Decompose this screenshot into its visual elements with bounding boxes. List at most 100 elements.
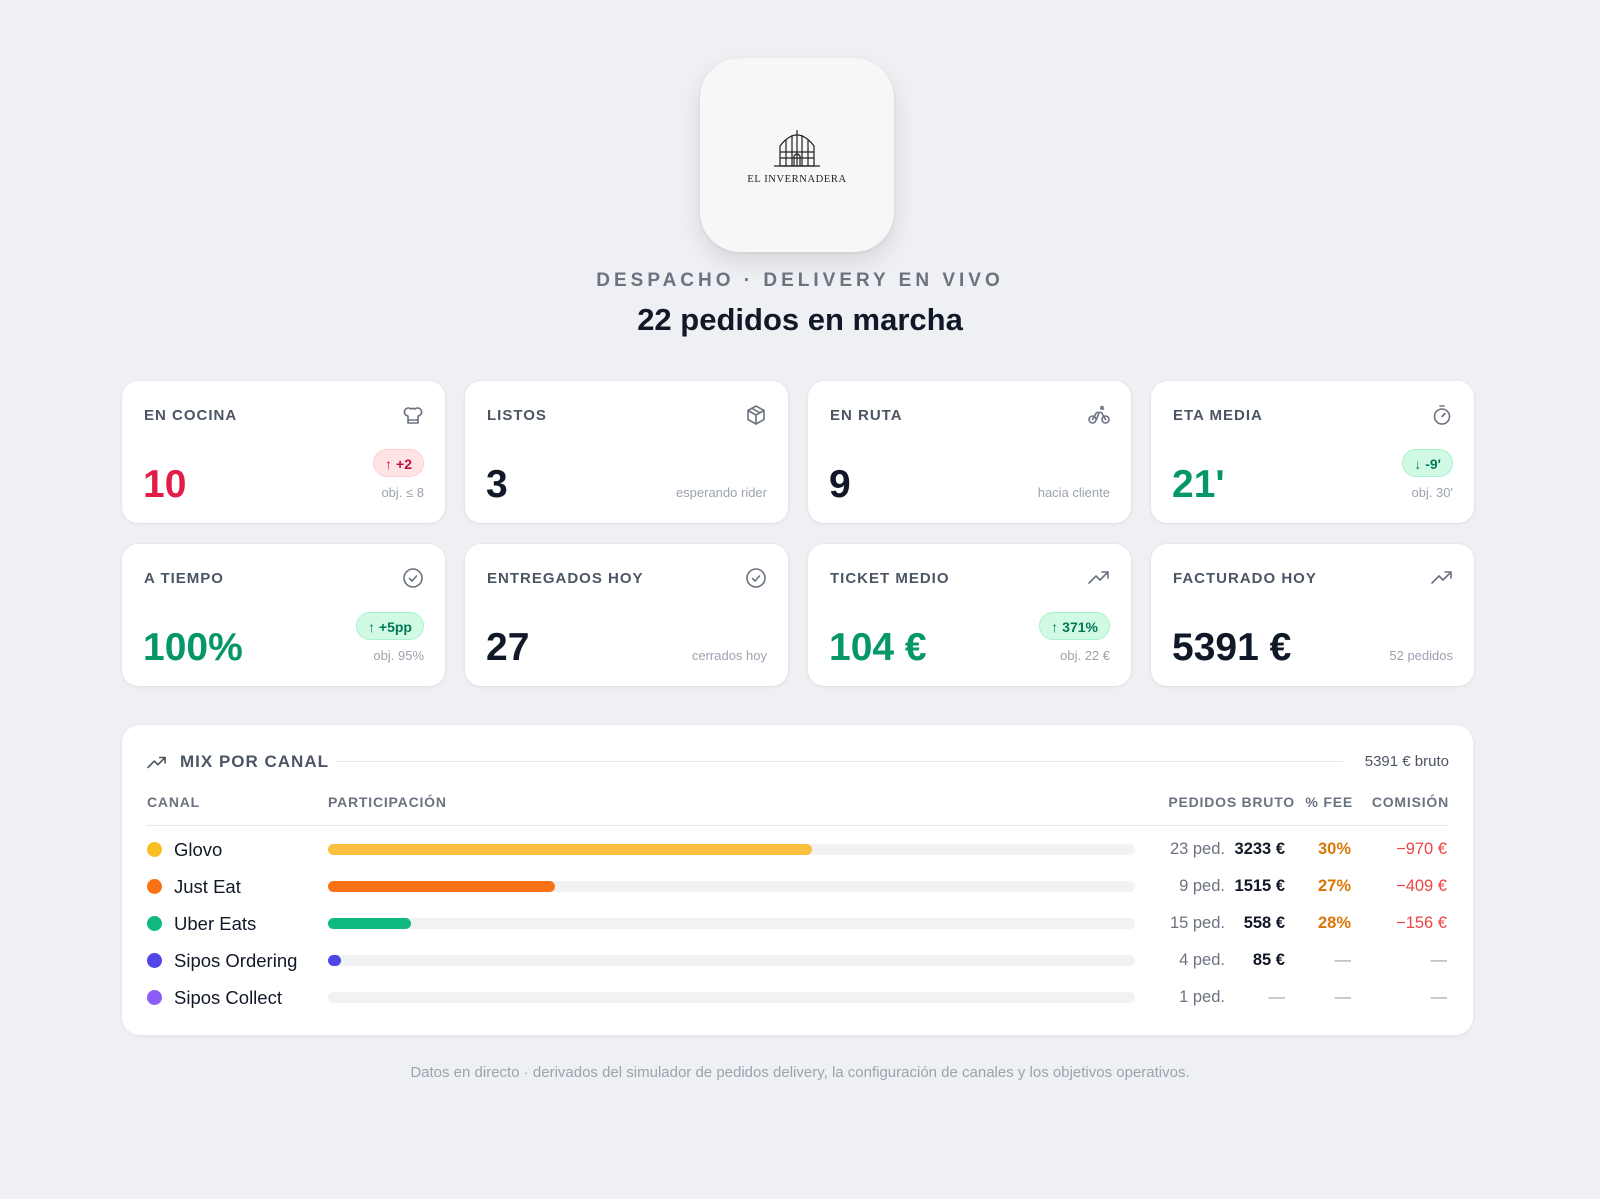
- kpi-label: LISTOS: [487, 407, 547, 424]
- share-bar-track: [328, 955, 1135, 966]
- kpi-label: EN COCINA: [144, 407, 238, 424]
- trending-up-icon: [1088, 571, 1109, 584]
- fee-percent: —: [1334, 951, 1352, 969]
- kpi-label: EN RUTA: [830, 407, 903, 424]
- commission-amount: —: [1430, 951, 1448, 969]
- check-circle-icon: [746, 568, 766, 588]
- channel-color-dot: [147, 990, 162, 1005]
- column-header-channel: CANAL: [147, 794, 200, 810]
- kpi-value: 5391 €: [1172, 626, 1292, 669]
- kpi-label: ENTREGADOS HOY: [487, 570, 644, 587]
- trend-badge: ↑ +2: [373, 449, 424, 477]
- kpi-value: 21': [1172, 463, 1225, 506]
- kpi-card-ticket-medio[interactable]: TICKET MEDIO ↑ 371% 104 € obj. 22 €: [808, 544, 1131, 686]
- table-row[interactable]: Just Eat 9 ped. 1515 € 27% −409 €: [122, 868, 1473, 905]
- gross-amount: 558 €: [1243, 914, 1285, 932]
- package-icon: [747, 405, 765, 425]
- kpi-label: ETA MEDIA: [1173, 407, 1263, 424]
- gross-amount: 3233 €: [1234, 840, 1285, 858]
- channel-color-dot: [147, 953, 162, 968]
- share-bar-track: [328, 844, 1135, 855]
- column-header-share: PARTICIPACIÓN: [328, 794, 447, 810]
- table-row[interactable]: Uber Eats 15 ped. 558 € 28% −156 €: [122, 905, 1473, 942]
- gross-amount: 1515 €: [1234, 877, 1285, 895]
- brand-name: EL INVERNADERA: [747, 173, 847, 185]
- kpi-value: 104 €: [829, 626, 927, 669]
- orders-count: 9 ped.: [1179, 877, 1225, 895]
- kpi-label: A TIEMPO: [144, 570, 224, 587]
- channel-name: Just Eat: [174, 876, 241, 897]
- column-header-orders: PEDIDOS: [1168, 794, 1237, 810]
- gross-amount: —: [1268, 988, 1286, 1006]
- greenhouse-logo-icon: [774, 129, 820, 167]
- share-bar-fill: [328, 955, 341, 966]
- check-circle-icon: [403, 568, 423, 588]
- orders-count: 4 ped.: [1179, 951, 1225, 969]
- commission-amount: −409 €: [1396, 877, 1447, 895]
- channel-name: Uber Eats: [174, 913, 257, 934]
- share-bar-track: [328, 918, 1135, 929]
- share-bar-fill: [328, 918, 412, 929]
- column-header-gross: BRUTO: [1241, 794, 1295, 810]
- channel-color-dot: [147, 879, 162, 894]
- trending-up-icon: [1431, 571, 1452, 584]
- channel-color-dot: [147, 916, 162, 931]
- kpi-card-entregados-hoy[interactable]: ENTREGADOS HOY 27 cerrados hoy: [465, 544, 788, 686]
- kpi-value: 10: [143, 463, 187, 506]
- column-header-fee: % FEE: [1305, 794, 1353, 810]
- trend-badge: ↑ 371%: [1039, 612, 1110, 640]
- share-bar-track: [328, 881, 1135, 892]
- trending-up-icon: [147, 756, 166, 769]
- kpi-card-listos[interactable]: LISTOS 3 esperando rider: [465, 381, 788, 523]
- kpi-note: obj. ≤ 8: [381, 485, 424, 500]
- chef-hat-icon: [403, 407, 423, 424]
- gross-total: 5391 € bruto: [1364, 753, 1449, 770]
- fee-percent: —: [1334, 988, 1352, 1006]
- orders-count: 23 ped.: [1169, 840, 1225, 858]
- kpi-note: obj. 95%: [373, 648, 424, 663]
- kpi-label: FACTURADO HOY: [1173, 570, 1317, 587]
- header-divider: [146, 825, 1449, 826]
- kpi-value: 27: [486, 626, 530, 669]
- kpi-note: obj. 22 €: [1060, 648, 1110, 663]
- kpi-card-a-tiempo[interactable]: A TIEMPO ↑ +5pp 100% obj. 95%: [122, 544, 445, 686]
- table-row[interactable]: Glovo 23 ped. 3233 € 30% −970 €: [122, 831, 1473, 868]
- page-kicker: DESPACHO · DELIVERY EN VIVO: [596, 270, 1004, 291]
- bike-icon: [1088, 405, 1110, 424]
- commission-amount: —: [1430, 988, 1448, 1006]
- gross-amount: 85 €: [1252, 951, 1285, 969]
- channel-name: Sipos Ordering: [174, 950, 298, 971]
- channel-mix-panel: MIX POR CANAL 5391 € bruto CANAL PARTICI…: [122, 725, 1473, 1035]
- kpi-card-eta-media[interactable]: ETA MEDIA ↓ -9' 21' obj. 30': [1151, 381, 1474, 523]
- kpi-card-facturado-hoy[interactable]: FACTURADO HOY 5391 € 52 pedidos: [1151, 544, 1474, 686]
- channel-mix-title: MIX POR CANAL: [180, 752, 329, 771]
- commission-amount: −970 €: [1396, 840, 1447, 858]
- kpi-value: 3: [486, 463, 508, 506]
- table-row[interactable]: Sipos Ordering 4 ped. 85 € — —: [122, 942, 1473, 979]
- kpi-value: 9: [829, 463, 851, 506]
- trend-badge: ↓ -9': [1402, 449, 1453, 477]
- kpi-card-en-ruta[interactable]: EN RUTA 9 hacia cliente: [808, 381, 1131, 523]
- share-bar-fill: [328, 844, 813, 855]
- share-bar-fill: [328, 881, 555, 892]
- channel-name: Sipos Collect: [174, 987, 282, 1008]
- kpi-note: hacia cliente: [1037, 485, 1110, 500]
- orders-count: 1 ped.: [1179, 988, 1225, 1006]
- kpi-card-en-cocina[interactable]: EN COCINA ↑ +2 10 obj. ≤ 8: [122, 381, 445, 523]
- column-header-commission: COMISIÓN: [1371, 794, 1449, 810]
- kpi-note: esperando rider: [675, 485, 767, 500]
- fee-percent: 27%: [1317, 877, 1351, 895]
- commission-amount: −156 €: [1396, 914, 1447, 932]
- footer-note: Datos en directo · derivados del simulad…: [410, 1064, 1190, 1081]
- brand-logo-card: EL INVERNADERA: [700, 58, 894, 252]
- channel-name: Glovo: [174, 839, 223, 860]
- timer-icon: [1433, 405, 1451, 425]
- orders-count: 15 ped.: [1169, 914, 1225, 932]
- title-divider: [336, 761, 1343, 762]
- channel-color-dot: [147, 842, 162, 857]
- kpi-note: 52 pedidos: [1389, 648, 1453, 663]
- fee-percent: 28%: [1317, 914, 1351, 932]
- table-row[interactable]: Sipos Collect 1 ped. — — —: [122, 979, 1473, 1016]
- fee-percent: 30%: [1317, 840, 1351, 858]
- kpi-note: cerrados hoy: [691, 648, 767, 663]
